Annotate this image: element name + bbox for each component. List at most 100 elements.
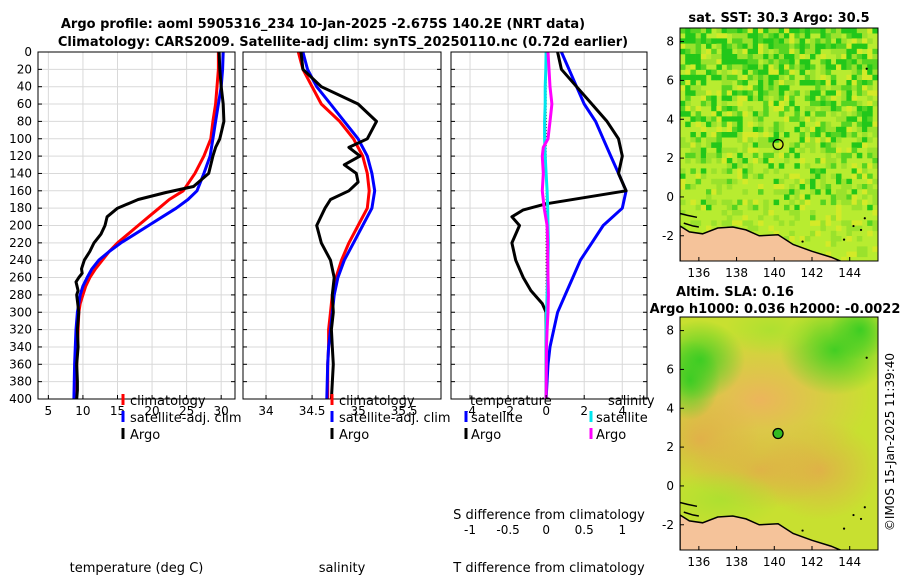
map-x-tick-label: 140 <box>763 555 786 569</box>
land-mass <box>680 225 843 261</box>
y-tick-label: 380 <box>9 375 32 389</box>
series-line-argo <box>74 52 226 399</box>
y-tick-label: 220 <box>9 236 32 250</box>
island-outline <box>680 212 698 219</box>
island-dot <box>865 67 868 70</box>
x-axis-label: salinity <box>319 561 366 576</box>
y-tick-label: 280 <box>9 288 32 302</box>
x-tick-label: 35 <box>350 404 365 418</box>
y-tick-label: 400 <box>9 392 32 406</box>
legend-label: satellite-adj. clim <box>130 411 242 426</box>
series-line-t-satellite <box>544 52 628 399</box>
top-x-tick-label: 0.5 <box>575 523 594 537</box>
legend-label: Argo <box>130 428 160 443</box>
island-dot <box>801 240 804 243</box>
sla-map-title-line1: Altim. SLA: 0.16 <box>676 285 794 300</box>
island-dot <box>852 224 855 228</box>
x-tick-label: 0 <box>542 404 550 418</box>
map-y-tick-label: 2 <box>666 151 674 165</box>
map-x-tick-label: 138 <box>725 266 748 280</box>
top-x-tick-label: 0 <box>542 523 550 537</box>
x-tick-label: 35.5 <box>391 404 418 418</box>
map-x-tick-label: 144 <box>838 555 861 569</box>
x-axis-label: T difference from climatology <box>452 561 645 576</box>
x-tick-label: 34.5 <box>299 404 326 418</box>
x-tick-label: 20 <box>144 404 159 418</box>
sst-map-title: sat. SST: 30.3 Argo: 30.5 <box>688 11 869 26</box>
y-tick-label: 200 <box>9 219 32 233</box>
map-y-tick-label: 8 <box>666 35 674 49</box>
y-tick-label: 180 <box>9 201 32 215</box>
island-dot <box>863 506 866 509</box>
top-x-axis-label: S difference from climatology <box>453 508 645 523</box>
figure-title-line2: Climatology: CARS2009. Satellite-adj cli… <box>58 35 628 50</box>
x-tick-label: 30 <box>214 404 229 418</box>
x-tick-label: -4 <box>464 404 476 418</box>
y-tick-label: 40 <box>17 80 32 94</box>
y-tick-label: 60 <box>17 97 32 111</box>
legend-label: climatology <box>339 394 415 409</box>
legend-header-salinity: salinity <box>608 394 655 409</box>
legend-label: climatology <box>130 394 206 409</box>
x-tick-label: 5 <box>45 404 53 418</box>
argo-position-marker <box>772 138 784 151</box>
y-tick-label: 260 <box>9 271 32 285</box>
island-dot <box>863 217 866 220</box>
map-x-tick-label: 136 <box>687 266 710 280</box>
map-x-tick-label: 142 <box>801 266 824 280</box>
legend-label: satellite <box>471 411 523 426</box>
y-tick-label: 160 <box>9 184 32 198</box>
legend-label: satellite <box>596 411 648 426</box>
map-x-tick-label: 140 <box>763 266 786 280</box>
island-outline <box>683 222 699 228</box>
sla-map: Altim. SLA: 0.16 Argo h1000: 0.036 h2000… <box>650 285 900 569</box>
y-tick-label: 0 <box>24 45 32 59</box>
island-dot <box>852 513 855 517</box>
top-x-tick-label: -0.5 <box>496 523 519 537</box>
x-tick-label: 15 <box>110 404 125 418</box>
y-tick-label: 100 <box>9 132 32 146</box>
map-x-tick-label: 136 <box>687 555 710 569</box>
y-tick-label: 300 <box>9 305 32 319</box>
map-y-tick-label: -2 <box>662 229 674 243</box>
map-y-tick-label: 0 <box>666 190 674 204</box>
series-line-satellite-adj-clim <box>72 52 225 399</box>
sst-map: sat. SST: 30.3 Argo: 30.5 136 138 140 142 14… <box>662 11 879 280</box>
island-dot <box>859 228 863 232</box>
y-tick-label: 120 <box>9 149 32 163</box>
island-dot <box>859 517 863 521</box>
sla-map-title-line2: Argo h1000: 0.036 h2000: -0.0022 <box>650 302 900 317</box>
temperature-panel: 0 20 40 60 80 100 120 140 160 180 200 220 240 260 280 3… <box>9 45 242 576</box>
legend-label: Argo <box>596 428 626 443</box>
island-outline <box>683 511 699 517</box>
series-line-t-argo <box>510 52 628 399</box>
y-tick-label: 340 <box>9 340 32 354</box>
island-dot <box>842 527 846 530</box>
land-mass <box>680 514 843 550</box>
map-y-tick-label: 6 <box>666 362 674 376</box>
x-tick-label: 10 <box>75 404 90 418</box>
x-tick-label: -2 <box>502 404 514 418</box>
map-x-tick-label: 144 <box>838 266 861 280</box>
map-y-tick-label: -2 <box>662 518 674 532</box>
y-tick-label: 240 <box>9 253 32 267</box>
y-tick-label: 320 <box>9 323 32 337</box>
map-frame <box>679 27 879 262</box>
island-dot <box>801 529 804 532</box>
series-line-climatology <box>296 52 371 399</box>
map-frame <box>679 316 879 551</box>
legend-label: Argo <box>339 428 369 443</box>
map-y-tick-label: 2 <box>666 440 674 454</box>
y-tick-label: 360 <box>9 357 32 371</box>
difference-panel: -4 -2 0 2 4 T difference from climatology temp… <box>450 51 655 576</box>
copyright-label: ©IMOS 15-Jan-2025 11:39:40 <box>883 353 897 531</box>
x-tick-label: 25 <box>179 404 194 418</box>
x-tick-label: 34 <box>258 404 273 418</box>
map-x-tick-label: 138 <box>725 555 748 569</box>
y-tick-label: 20 <box>17 62 32 76</box>
x-axis-label: temperature (deg C) <box>70 561 204 576</box>
top-x-tick-label: -1 <box>464 523 476 537</box>
figure-title-line1: Argo profile: aoml 5905316_234 10-Jan-20… <box>61 17 585 32</box>
y-tick-label: 140 <box>9 166 32 180</box>
